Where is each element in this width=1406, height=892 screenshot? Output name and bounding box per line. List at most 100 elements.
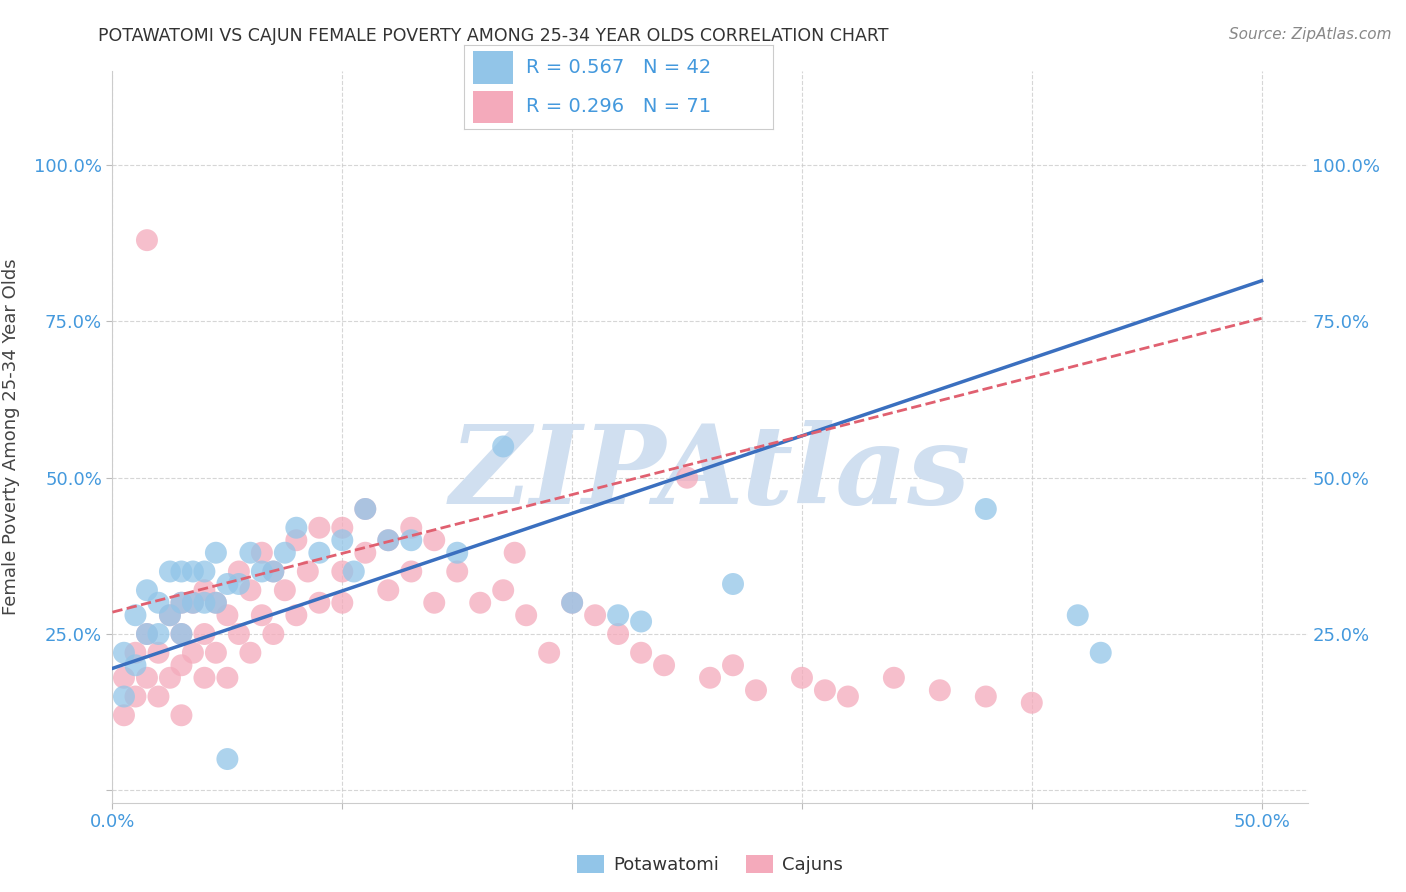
Point: [148, 690, 170, 704]
Point: [193, 583, 215, 598]
Point: [308, 596, 330, 610]
Text: Source: ZipAtlas.com: Source: ZipAtlas.com: [1229, 27, 1392, 42]
Point: [377, 533, 399, 548]
Point: [401, 533, 423, 548]
Point: [1067, 608, 1090, 623]
Point: [423, 596, 446, 610]
Point: [136, 627, 159, 641]
Point: [607, 627, 630, 641]
Point: [239, 546, 262, 560]
Point: [515, 608, 537, 623]
Point: [492, 583, 515, 598]
Point: [136, 233, 159, 247]
Point: [170, 596, 193, 610]
Point: [124, 646, 146, 660]
Point: [561, 596, 583, 610]
Point: [124, 658, 146, 673]
Point: [308, 546, 330, 560]
Point: [170, 658, 193, 673]
Point: [630, 646, 652, 660]
Point: [205, 646, 228, 660]
Point: [112, 646, 135, 660]
Point: [124, 608, 146, 623]
Point: [193, 596, 215, 610]
Point: [1021, 696, 1043, 710]
Point: [745, 683, 768, 698]
Point: [217, 671, 239, 685]
Point: [1090, 646, 1112, 660]
Point: [721, 577, 744, 591]
Point: [837, 690, 859, 704]
Point: [181, 565, 204, 579]
Y-axis label: Female Poverty Among 25-34 Year Olds: Female Poverty Among 25-34 Year Olds: [3, 259, 20, 615]
Point: [217, 608, 239, 623]
Point: [343, 565, 366, 579]
Point: [262, 627, 284, 641]
Point: [274, 583, 297, 598]
Point: [354, 546, 377, 560]
Point: [297, 565, 319, 579]
Point: [274, 546, 297, 560]
Legend: Potawatomi, Cajuns: Potawatomi, Cajuns: [569, 847, 851, 881]
Point: [814, 683, 837, 698]
Point: [538, 646, 561, 660]
Point: [112, 690, 135, 704]
Point: [181, 646, 204, 660]
Point: [974, 502, 997, 516]
Point: [492, 440, 515, 454]
Point: [148, 646, 170, 660]
Point: [136, 627, 159, 641]
Point: [239, 646, 262, 660]
Point: [170, 565, 193, 579]
Text: R = 0.567   N = 42: R = 0.567 N = 42: [526, 58, 711, 77]
Point: [262, 565, 284, 579]
Point: [228, 577, 250, 591]
Point: [193, 671, 215, 685]
Point: [193, 627, 215, 641]
Point: [170, 627, 193, 641]
Point: [285, 521, 308, 535]
Point: [136, 583, 159, 598]
Point: [159, 671, 181, 685]
Point: [790, 671, 813, 685]
Point: [974, 690, 997, 704]
Point: [250, 565, 273, 579]
Point: [401, 521, 423, 535]
Point: [630, 615, 652, 629]
Text: ZIPAtlas: ZIPAtlas: [450, 420, 970, 527]
Point: [159, 608, 181, 623]
Point: [423, 533, 446, 548]
Point: [170, 596, 193, 610]
FancyBboxPatch shape: [474, 91, 513, 123]
Point: [330, 533, 353, 548]
Point: [159, 565, 181, 579]
Point: [676, 471, 699, 485]
Point: [377, 533, 399, 548]
Point: [308, 521, 330, 535]
Point: [193, 565, 215, 579]
Point: [112, 671, 135, 685]
Point: [652, 658, 675, 673]
Point: [699, 671, 721, 685]
Point: [124, 690, 146, 704]
Point: [205, 546, 228, 560]
Point: [217, 752, 239, 766]
Point: [148, 596, 170, 610]
Point: [446, 546, 468, 560]
Point: [561, 596, 583, 610]
Point: [136, 671, 159, 685]
Text: POTAWATOMI VS CAJUN FEMALE POVERTY AMONG 25-34 YEAR OLDS CORRELATION CHART: POTAWATOMI VS CAJUN FEMALE POVERTY AMONG…: [98, 27, 889, 45]
Point: [159, 608, 181, 623]
Point: [262, 565, 284, 579]
Point: [181, 596, 204, 610]
Point: [112, 708, 135, 723]
Point: [217, 577, 239, 591]
Point: [148, 627, 170, 641]
Point: [228, 565, 250, 579]
Point: [170, 627, 193, 641]
Point: [239, 583, 262, 598]
Point: [503, 546, 526, 560]
Point: [401, 565, 423, 579]
Point: [205, 596, 228, 610]
Point: [470, 596, 492, 610]
